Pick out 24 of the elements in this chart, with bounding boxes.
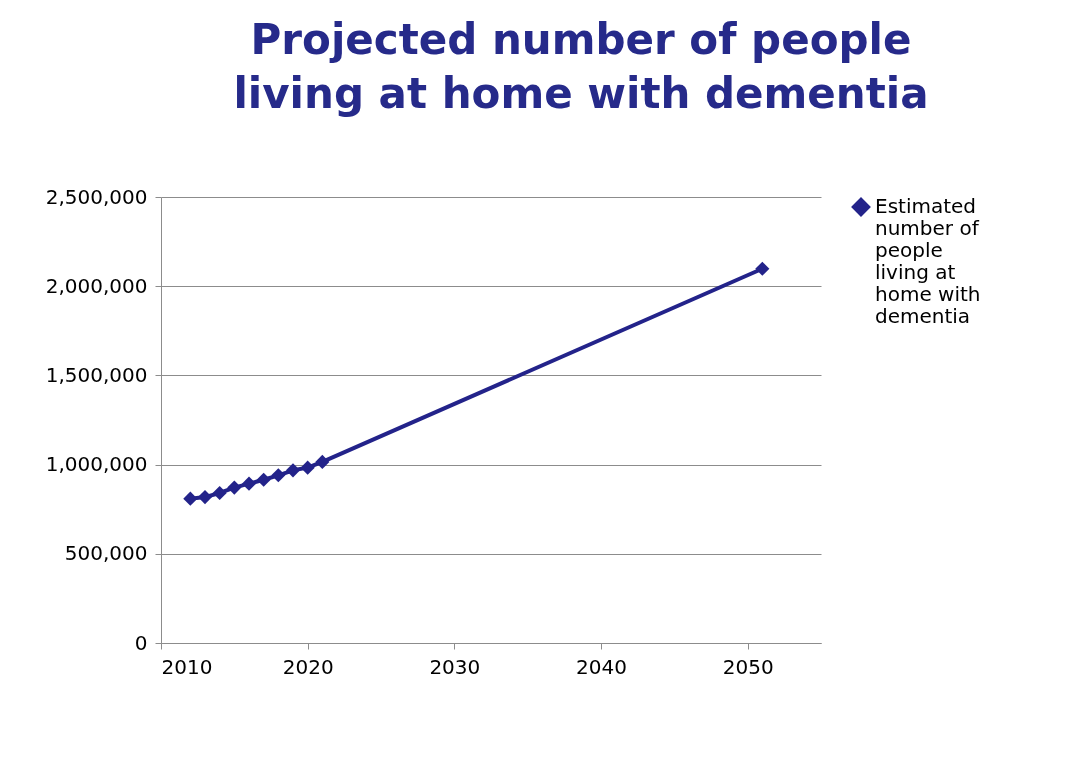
legend-label: Estimated number of people living at home with dementia — [875, 194, 981, 328]
point — [256, 472, 271, 487]
point — [755, 261, 770, 276]
point — [212, 485, 227, 501]
point — [271, 468, 286, 483]
y-tick-label: 500,000 — [64, 541, 148, 566]
point — [183, 491, 198, 506]
x-tick-label: 2050 — [722, 654, 774, 679]
y-tick-label: 1,500,000 — [45, 362, 148, 387]
x-tick-label: 2020 — [282, 654, 334, 679]
point — [227, 480, 242, 495]
x-tick-label: 2010 — [161, 654, 213, 679]
point — [241, 476, 257, 491]
y-tick-label: 1,000,000 — [45, 452, 148, 477]
x-tick-label: 2040 — [576, 654, 627, 679]
chart-title: Projected number of people living at home with dementia — [233, 15, 929, 118]
y-tick-label: 2,500,000 — [45, 184, 148, 209]
point — [315, 454, 330, 469]
x-tick-label: 2030 — [429, 654, 481, 679]
point — [197, 490, 213, 505]
point — [285, 463, 301, 478]
y-tick-label: 2,000,000 — [45, 273, 148, 298]
point — [300, 460, 315, 475]
y-tick-label: 0 — [134, 630, 148, 655]
